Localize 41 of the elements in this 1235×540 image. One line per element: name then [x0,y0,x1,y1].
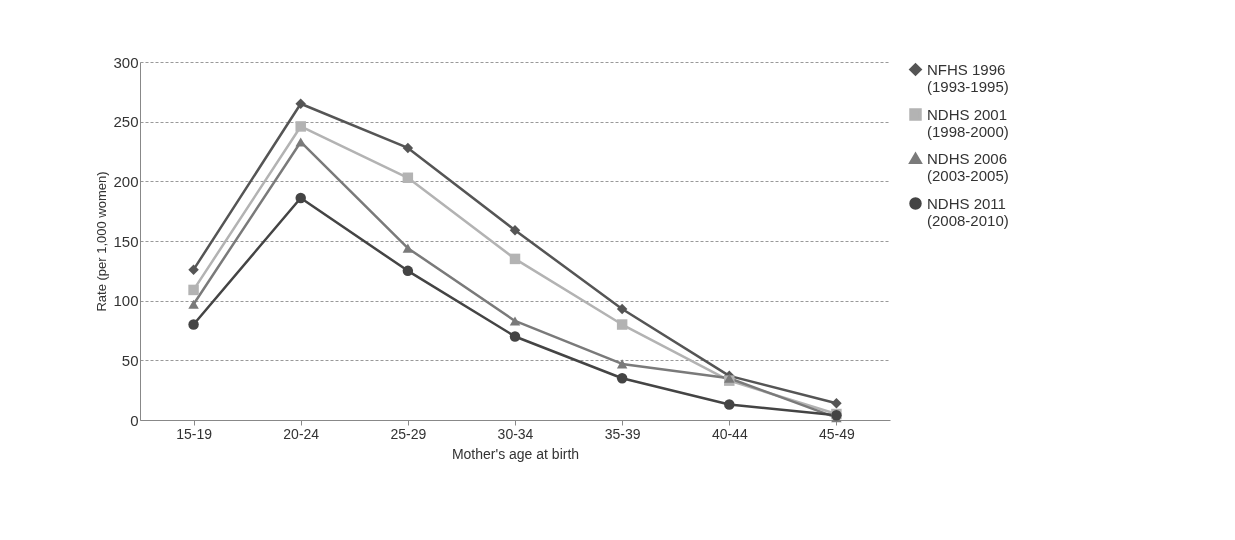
x-tick-label: 25-29 [390,425,427,442]
point [402,265,414,277]
y-tick-label: 250 [113,113,139,131]
legend-label: NDHS 2006 (2003-2005) [927,149,1009,184]
y-tick-label: 0 [130,411,139,429]
point [509,225,521,236]
y-tick-label: 50 [121,351,139,369]
point [616,359,628,369]
point [402,142,414,154]
point [295,192,306,204]
point [616,303,628,315]
point [509,253,521,265]
point [188,299,199,309]
y-axis-title: Rate (per 1,000 women) [94,171,110,312]
x-tick-label: 20-24 [283,425,320,442]
point [188,319,199,330]
point [402,243,414,253]
x-tick-label: 30-34 [497,425,534,442]
point [509,316,521,326]
x-tick-label: 15-19 [176,425,213,442]
x-tick-label: 40-44 [711,425,748,442]
legend-label: NDHS 2001 (1998-2000) [927,105,1009,140]
point [188,284,199,296]
point [616,373,628,384]
point [188,264,199,275]
point [402,172,414,183]
point [295,98,306,110]
y-tick-label: 100 [113,292,139,310]
y-tick-label: 150 [113,232,139,250]
point [509,331,521,342]
x-tick-label: 45-49 [819,425,856,442]
legend-label: NDHS 2011 (2008-2010) [927,194,1009,229]
legend-label: NFHS 1996 (1993-1995) [927,60,1009,95]
point [724,399,735,410]
point [616,319,628,330]
x-axis-title: Mother's age at birth [451,445,580,462]
x-tick-label: 35-39 [604,425,641,442]
point [831,398,842,409]
y-tick-label: 300 [113,53,139,71]
y-tick-label: 200 [113,172,139,190]
point [295,121,306,132]
